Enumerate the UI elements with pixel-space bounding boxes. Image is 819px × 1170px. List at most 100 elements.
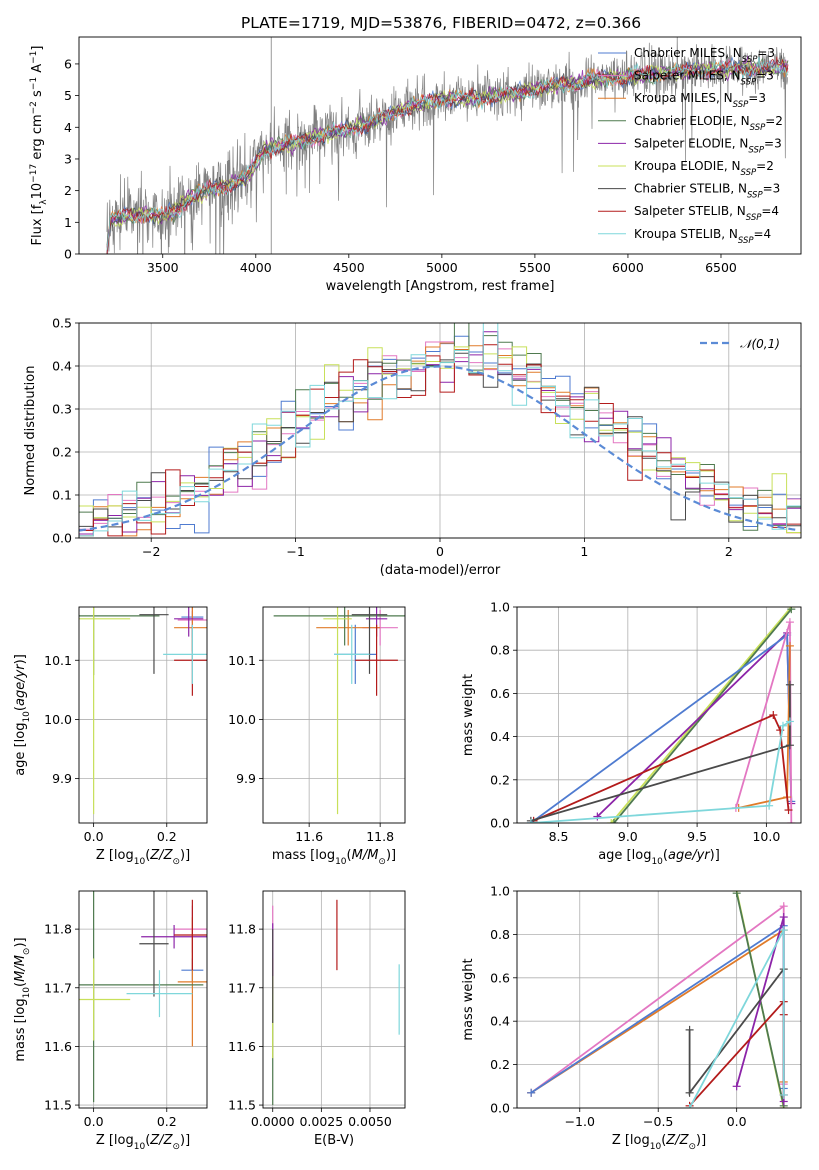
y-tick-label: 0.2 [52,445,72,460]
error-bar-point [139,891,169,997]
age-vs-mass-grid [263,607,405,823]
legend-entry: Kroupa ELODIE, NSSP=2 [634,159,774,178]
mass-weight-marker [527,1088,536,1097]
error-bar-point [79,891,204,1103]
mass-vs-Z-plot-area [79,891,207,1103]
y-tick-label: 10.1 [44,653,72,668]
mass-vs-ebv-xlabel: E(B-V) [314,1133,354,1148]
y-tick-label: 0.4 [490,729,510,744]
mass-weight-marker [732,1082,741,1091]
error-bar-point [334,624,370,684]
mass-weight-line [530,720,791,823]
residual-histogram-ylabel: Normed distribution [23,366,38,496]
error-bar-point [79,607,131,815]
mass-weight-marker [779,902,788,911]
mass-weight-vs-age-xlabel: age [log10(age/yr)] [598,848,720,867]
mass-weight-vs-age-ylabel: mass weight [461,674,476,756]
mass-weight-marker [685,1104,694,1108]
mass-weight-marker [779,926,788,935]
x-tick-label: 0.0000 [251,1114,295,1129]
legend-entry: Kroupa STELIB, NSSP=4 [634,227,771,246]
y-tick-label: 0.0 [52,531,72,546]
mass-vs-ebv-plot-area [272,899,400,1106]
x-tick-label: −1 [286,544,304,559]
y-tick-label: 3 [64,151,72,166]
x-tick-label: 6000 [612,260,644,275]
y-tick-label: 9.9 [236,771,256,786]
histogram-legend: 𝒩(0,1) [700,337,780,351]
mass-weight-vs-age-grid [517,606,801,824]
y-tick-label: 0.2 [490,1057,510,1072]
residual-histogram-frame [78,322,802,539]
mass-weight-marker [779,913,788,922]
x-tick-label: 5500 [519,260,551,275]
y-tick-label: 11.6 [44,1039,72,1054]
mass-weight-line [613,608,792,823]
x-tick-label: 11.6 [295,829,323,844]
mass-weight-marker [593,812,602,821]
error-bar-point [273,607,405,646]
x-tick-label: 0.0050 [348,1114,392,1129]
x-tick-label: 10.0 [752,829,780,844]
y-tick-label: 0.6 [490,686,510,701]
y-tick-label: 11.7 [44,980,72,995]
legend-entry: Salpeter ELODIE, NSSP=3 [634,136,782,155]
y-tick-label: 11.8 [228,922,256,937]
spectrum-plot-area [106,37,789,254]
legend-entry: Kroupa MILES, NSSP=3 [634,91,766,110]
age-vs-mass-frame [262,606,406,824]
y-tick-label: 1 [64,215,72,230]
x-tick-label: 0.0 [84,1114,104,1129]
x-tick-label: −0.5 [643,1114,673,1129]
x-tick-label: 0.0025 [299,1114,343,1129]
x-tick-label: 0.2 [157,829,177,844]
mass-weight-vs-age-plot-area [526,607,796,823]
mass-weight-vs-Z-panel: −1.0 −0.5 0.0 0.0 0.2 0.4 0.6 0.8 1.0 Z [log10(Z/… [461,884,802,1152]
x-tick-label: 2 [725,544,733,559]
histogram-step-line [79,335,801,537]
y-tick-label: 6 [64,56,72,71]
y-tick-label: 2 [64,183,72,198]
age-vs-mass-panel: 11.6 11.8 9.9 10.0 10.1 mass [log10(M/M⊙)] [228,606,406,867]
y-tick-label: 10.0 [228,712,256,727]
x-tick-label: 9.0 [618,829,638,844]
error-bar-point [174,607,204,637]
error-bar-point [126,970,193,1018]
age-vs-mass-xlabel: mass [log10(M/M⊙)] [272,848,396,867]
y-tick-label: 0 [64,247,72,262]
y-tick-label: 0.4 [490,1014,510,1029]
y-tick-label: 1.0 [490,884,510,899]
legend-entry: Salpeter STELIB, NSSP=4 [634,204,779,223]
residual-histogram-plot-area [79,323,801,537]
x-tick-label: 4000 [240,260,272,275]
spectrum-ylabel: Flux [fλ10−17 erg cm−2 s−1 A−1] [29,46,49,246]
y-tick-label: 0.0 [490,816,510,831]
y-tick-label: 1.0 [490,600,510,615]
mass-vs-Z-panel: 0.0 0.2 11.5 11.6 11.7 11.8 Z [log10(Z/Z⊙)] mas… [13,890,208,1152]
mass-vs-ebv-panel: 0.0000 0.0025 0.0050 11.5 11.6 11.7 11.8 E(B-V) [228,890,406,1148]
y-tick-label: 10.0 [44,712,72,727]
y-tick-label: 0.6 [490,970,510,985]
model-spectrum-line [106,55,789,254]
mass-weight-marker [609,819,618,823]
histogram-step-line [79,344,801,537]
mass-weight-marker [785,741,794,750]
y-tick-label: 4 [64,120,72,135]
x-tick-label: 0.0 [727,1114,747,1129]
x-tick-label: 0.2 [157,1114,177,1129]
x-tick-label: 11.8 [366,829,394,844]
mass-weight-vs-age-frame [516,606,802,824]
y-tick-label: 5 [64,88,72,103]
age-vs-Z-ylabel: age [log10(age/yr)] [13,654,32,776]
error-bar-point [141,925,207,949]
error-bar-point [174,899,207,971]
mass-weight-marker [787,819,796,823]
legend-entry: 𝒩(0,1) [740,337,780,351]
error-bar-point [139,607,169,674]
mass-weight-marker [787,607,796,614]
mass-weight-marker [779,1090,788,1099]
legend-entry: Chabrier MILES, NSSP=3 [634,46,775,65]
x-tick-label: 4500 [333,260,365,275]
residual-histogram-xlabel: (data-model)/error [380,563,501,578]
